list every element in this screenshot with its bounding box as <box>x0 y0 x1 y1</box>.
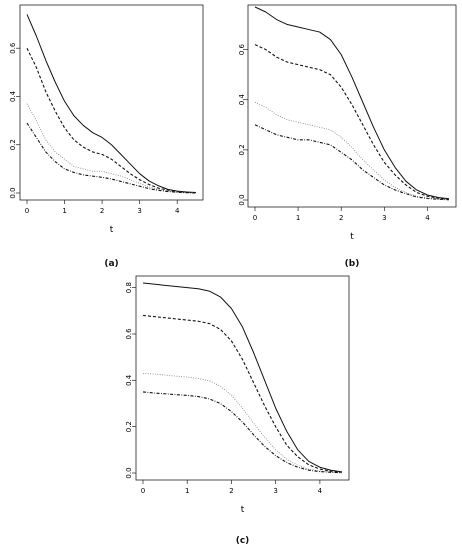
series-line-dashed <box>26 47 197 194</box>
y-tick-label: 0.6 <box>125 328 133 340</box>
y-tick-label: 0.2 <box>9 139 17 150</box>
series-line-dotted <box>26 103 197 194</box>
x-tick-label: 2 <box>339 214 343 222</box>
series-line-dashed <box>254 44 450 200</box>
x-tick-label: 3 <box>137 207 141 215</box>
series-line-dotted <box>254 101 450 200</box>
y-tick-label: 0.8 <box>125 282 133 293</box>
x-tick-label: 4 <box>318 487 323 495</box>
x-tick-label: 3 <box>382 214 386 222</box>
x-tick-label: 0 <box>141 487 145 495</box>
y-tick-label: 0.0 <box>125 467 133 478</box>
series-line-dotdash <box>26 122 197 194</box>
x-tick-label: 3 <box>273 487 277 495</box>
y-tick-label: 0.4 <box>9 90 17 102</box>
x-tick-label: 0 <box>25 207 29 215</box>
y-tick-label: 0.0 <box>9 187 17 198</box>
panel-caption: (a) <box>104 259 118 269</box>
series-line-dotdash <box>142 391 343 474</box>
x-tick-label: 4 <box>175 207 180 215</box>
plot-frame <box>19 4 204 201</box>
x-tick-label: 1 <box>62 207 66 215</box>
series-line-dotted <box>142 372 343 473</box>
x-tick-label: 1 <box>185 487 189 495</box>
plot-frame <box>135 275 350 481</box>
panel-caption: (c) <box>236 536 250 546</box>
y-tick-label: 0.2 <box>238 144 246 155</box>
series-line-solid <box>26 14 197 194</box>
y-tick-label: 0.6 <box>9 42 17 54</box>
series-line-dotdash <box>254 124 450 201</box>
x-axis-label: t <box>110 225 114 235</box>
y-tick-label: 0.4 <box>125 374 133 386</box>
series-line-solid <box>142 282 343 473</box>
x-tick-label: 1 <box>296 214 300 222</box>
panel-caption: (b) <box>345 259 360 269</box>
y-tick-label: 0.2 <box>125 421 133 432</box>
plot-frame <box>247 4 457 208</box>
panel-a: 0 1 2 3 4 0.0 0.2 0.4 0.6 t (a) <box>9 4 204 269</box>
y-tick-label: 0.6 <box>238 43 246 55</box>
x-tick-label: 0 <box>253 214 257 222</box>
x-tick-label: 4 <box>425 214 430 222</box>
series-line-dashed <box>142 314 343 473</box>
x-axis-label: t <box>350 232 354 242</box>
x-tick-label: 2 <box>100 207 104 215</box>
x-axis-label: t <box>241 505 245 515</box>
panel-c: 0 1 2 3 4 0.0 0.2 0.4 0.6 0.8 t (c) <box>125 275 350 546</box>
y-tick-label: 0.0 <box>238 194 246 205</box>
series-line-solid <box>254 6 450 200</box>
panel-b: 0 1 2 3 4 0.0 0.2 0.4 0.6 t (b) <box>238 4 457 269</box>
x-tick-label: 2 <box>229 487 233 495</box>
y-tick-label: 0.4 <box>238 94 246 106</box>
